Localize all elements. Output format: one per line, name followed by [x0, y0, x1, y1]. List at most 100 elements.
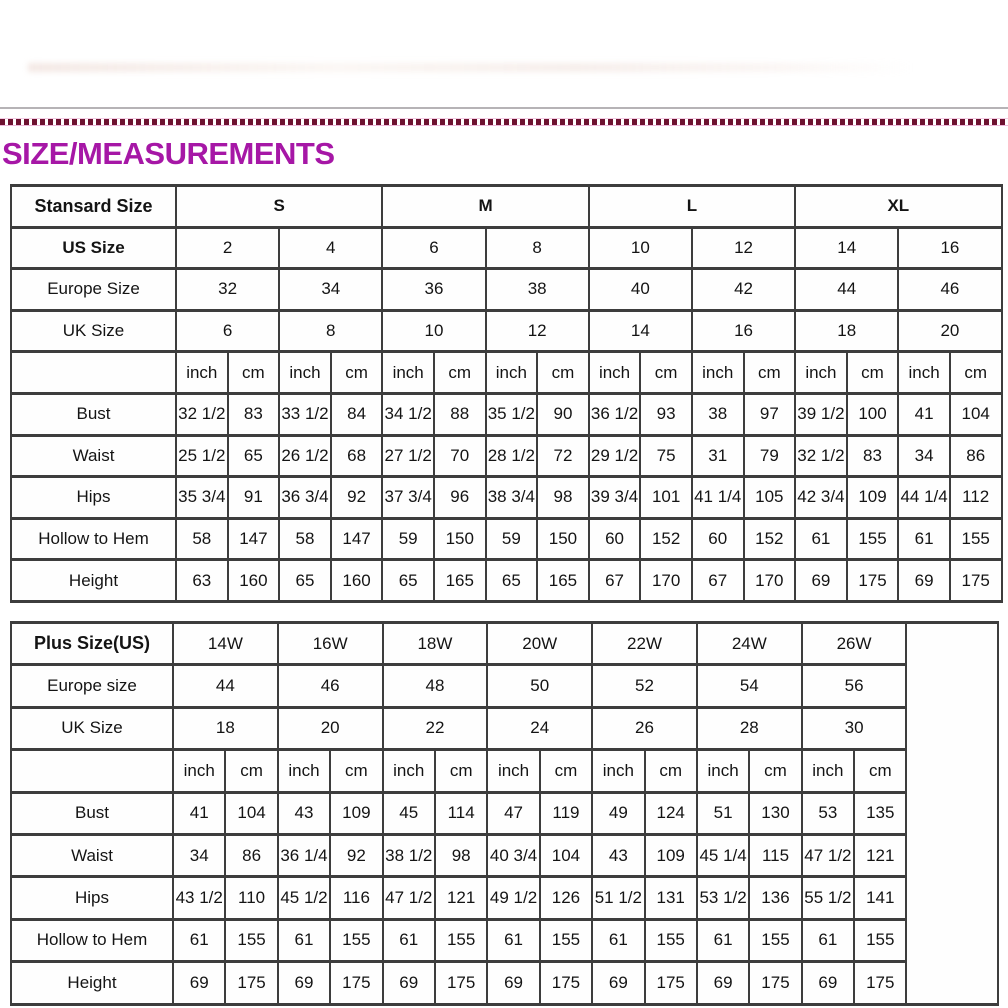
- measurement-cell: 60: [690, 516, 745, 562]
- row-label-cell: US Size: [10, 225, 177, 271]
- measurement-cell: 155: [948, 516, 1003, 562]
- measurement-cell: 39 1/2: [794, 391, 848, 437]
- measurement-cell: 41: [897, 391, 951, 437]
- unit-cell: inch: [897, 350, 951, 395]
- blank-label-cell: [10, 350, 177, 395]
- size-value-cell: 22: [381, 705, 489, 752]
- measurement-cell: 147: [226, 516, 281, 562]
- measurement-cell: 36 3/4: [278, 475, 332, 520]
- measurement-cell: 68: [329, 433, 384, 479]
- plus-size-table: Plus Size(US) 14W 16W 18W 20W 22W 24W 26W Europe…: [10, 620, 1000, 1006]
- measurement-cell: 61: [381, 917, 436, 964]
- measurement-cell: 61: [897, 516, 951, 562]
- measurement-cell: 92: [329, 475, 384, 520]
- measurement-cell: 175: [329, 960, 384, 1006]
- measurement-cell: 40 3/4: [486, 832, 541, 879]
- unit-cell: inch: [175, 350, 229, 395]
- measurement-cell: 93: [639, 391, 693, 437]
- measurement-cell: 43: [591, 832, 646, 879]
- unit-cell: cm: [224, 748, 279, 794]
- blank-label-cell: [10, 748, 174, 794]
- measurement-cell: 25 1/2: [175, 433, 229, 479]
- unit-cell: inch: [794, 350, 848, 395]
- measurement-cell: 34: [897, 433, 951, 479]
- size-value-cell: 38: [484, 267, 590, 312]
- measurement-cell: 55 1/2: [800, 875, 856, 921]
- measurement-cell: 36 1/2: [587, 391, 642, 437]
- table-row: Bust 41 104 43 109 45 114 47 119 49 124 51 130 53 135: [10, 790, 998, 836]
- measurement-cell: 91: [226, 475, 281, 520]
- measurement-cell: 47: [486, 790, 541, 836]
- measurement-cell: 96: [432, 475, 487, 520]
- measurement-cell: 69: [800, 960, 856, 1006]
- empty-column-cell: [905, 621, 1000, 1006]
- unit-cell: cm: [536, 350, 590, 395]
- size-group-cell: XL: [794, 184, 1003, 229]
- size-value-cell: 28: [695, 705, 803, 752]
- measurement-cell: 121: [853, 832, 908, 879]
- measurement-cell: 100: [845, 391, 900, 437]
- measurement-cell: 104: [538, 832, 594, 879]
- size-group-cell: M: [381, 184, 590, 229]
- size-group-cell: 24W: [695, 620, 803, 667]
- unit-cell: cm: [432, 350, 487, 395]
- measurement-cell: 121: [433, 875, 489, 921]
- measurement-cell: 35 1/2: [484, 391, 539, 437]
- measurement-cell: 61: [276, 917, 332, 964]
- measurement-cell: 69: [276, 960, 332, 1006]
- unit-cell: cm: [742, 350, 797, 395]
- measurement-cell: 61: [171, 917, 227, 964]
- measurement-cell: 75: [639, 433, 693, 479]
- measurement-cell: 69: [897, 558, 951, 603]
- measurement-cell: 49 1/2: [486, 875, 541, 921]
- table-row: Bust 32 1/2 83 33 1/2 84 34 1/2 88 35 1/2 90 36 1…: [10, 391, 1003, 437]
- measurement-cell: 116: [329, 875, 384, 921]
- measurement-cell: 63: [175, 558, 229, 603]
- measurement-cell: 38 3/4: [484, 475, 539, 520]
- table-title-cell: Plus Size(US): [10, 620, 174, 667]
- measurement-cell: 69: [794, 558, 848, 603]
- measurement-cell: 115: [748, 832, 803, 879]
- size-value-cell: 20: [897, 308, 1003, 354]
- size-value-cell: 36: [381, 267, 487, 312]
- measurement-cell: 70: [432, 433, 487, 479]
- measurement-cell: 61: [794, 516, 848, 562]
- size-value-cell: 44: [172, 663, 279, 709]
- measurement-cell: 175: [224, 960, 279, 1006]
- unit-cell: inch: [171, 748, 227, 794]
- size-value-cell: 56: [800, 663, 908, 709]
- row-label-cell: Hips: [10, 875, 174, 921]
- size-value-cell: 18: [794, 308, 900, 354]
- unit-cell: inch: [486, 748, 541, 794]
- dashed-divider: [0, 119, 1008, 125]
- measurement-cell: 135: [853, 790, 908, 836]
- measurement-cell: 69: [486, 960, 541, 1006]
- measurement-cell: 39 3/4: [587, 475, 642, 520]
- size-value-cell: 48: [381, 663, 489, 709]
- measurement-cell: 170: [639, 558, 693, 603]
- table-row: Waist 34 86 36 1/4 92 38 1/2 98 40 3/4 104 43 109 4…: [10, 832, 998, 879]
- measurement-cell: 47 1/2: [381, 875, 436, 921]
- size-value-cell: 4: [278, 225, 384, 271]
- measurement-cell: 44 1/4: [897, 475, 951, 520]
- measurement-cell: 175: [643, 960, 698, 1006]
- size-value-cell: 14: [794, 225, 900, 271]
- size-value-cell: 52: [591, 663, 698, 709]
- size-group-cell: 20W: [486, 620, 594, 667]
- size-value-cell: 16: [690, 308, 797, 354]
- measurement-cell: 58: [175, 516, 229, 562]
- measurement-cell: 41: [171, 790, 227, 836]
- measurement-cell: 61: [695, 917, 751, 964]
- size-group-cell: 18W: [381, 620, 489, 667]
- measurement-cell: 109: [643, 832, 698, 879]
- measurement-cell: 150: [536, 516, 590, 562]
- unit-cell: inch: [381, 350, 435, 395]
- measurement-cell: 109: [845, 475, 900, 520]
- measurement-cell: 170: [742, 558, 797, 603]
- measurement-cell: 51: [695, 790, 751, 836]
- size-value-cell: 16: [897, 225, 1003, 271]
- watermark-smudge: [28, 63, 913, 72]
- row-label-cell: Bust: [10, 790, 174, 836]
- measurement-cell: 155: [538, 917, 594, 964]
- measurement-cell: 35 3/4: [175, 475, 229, 520]
